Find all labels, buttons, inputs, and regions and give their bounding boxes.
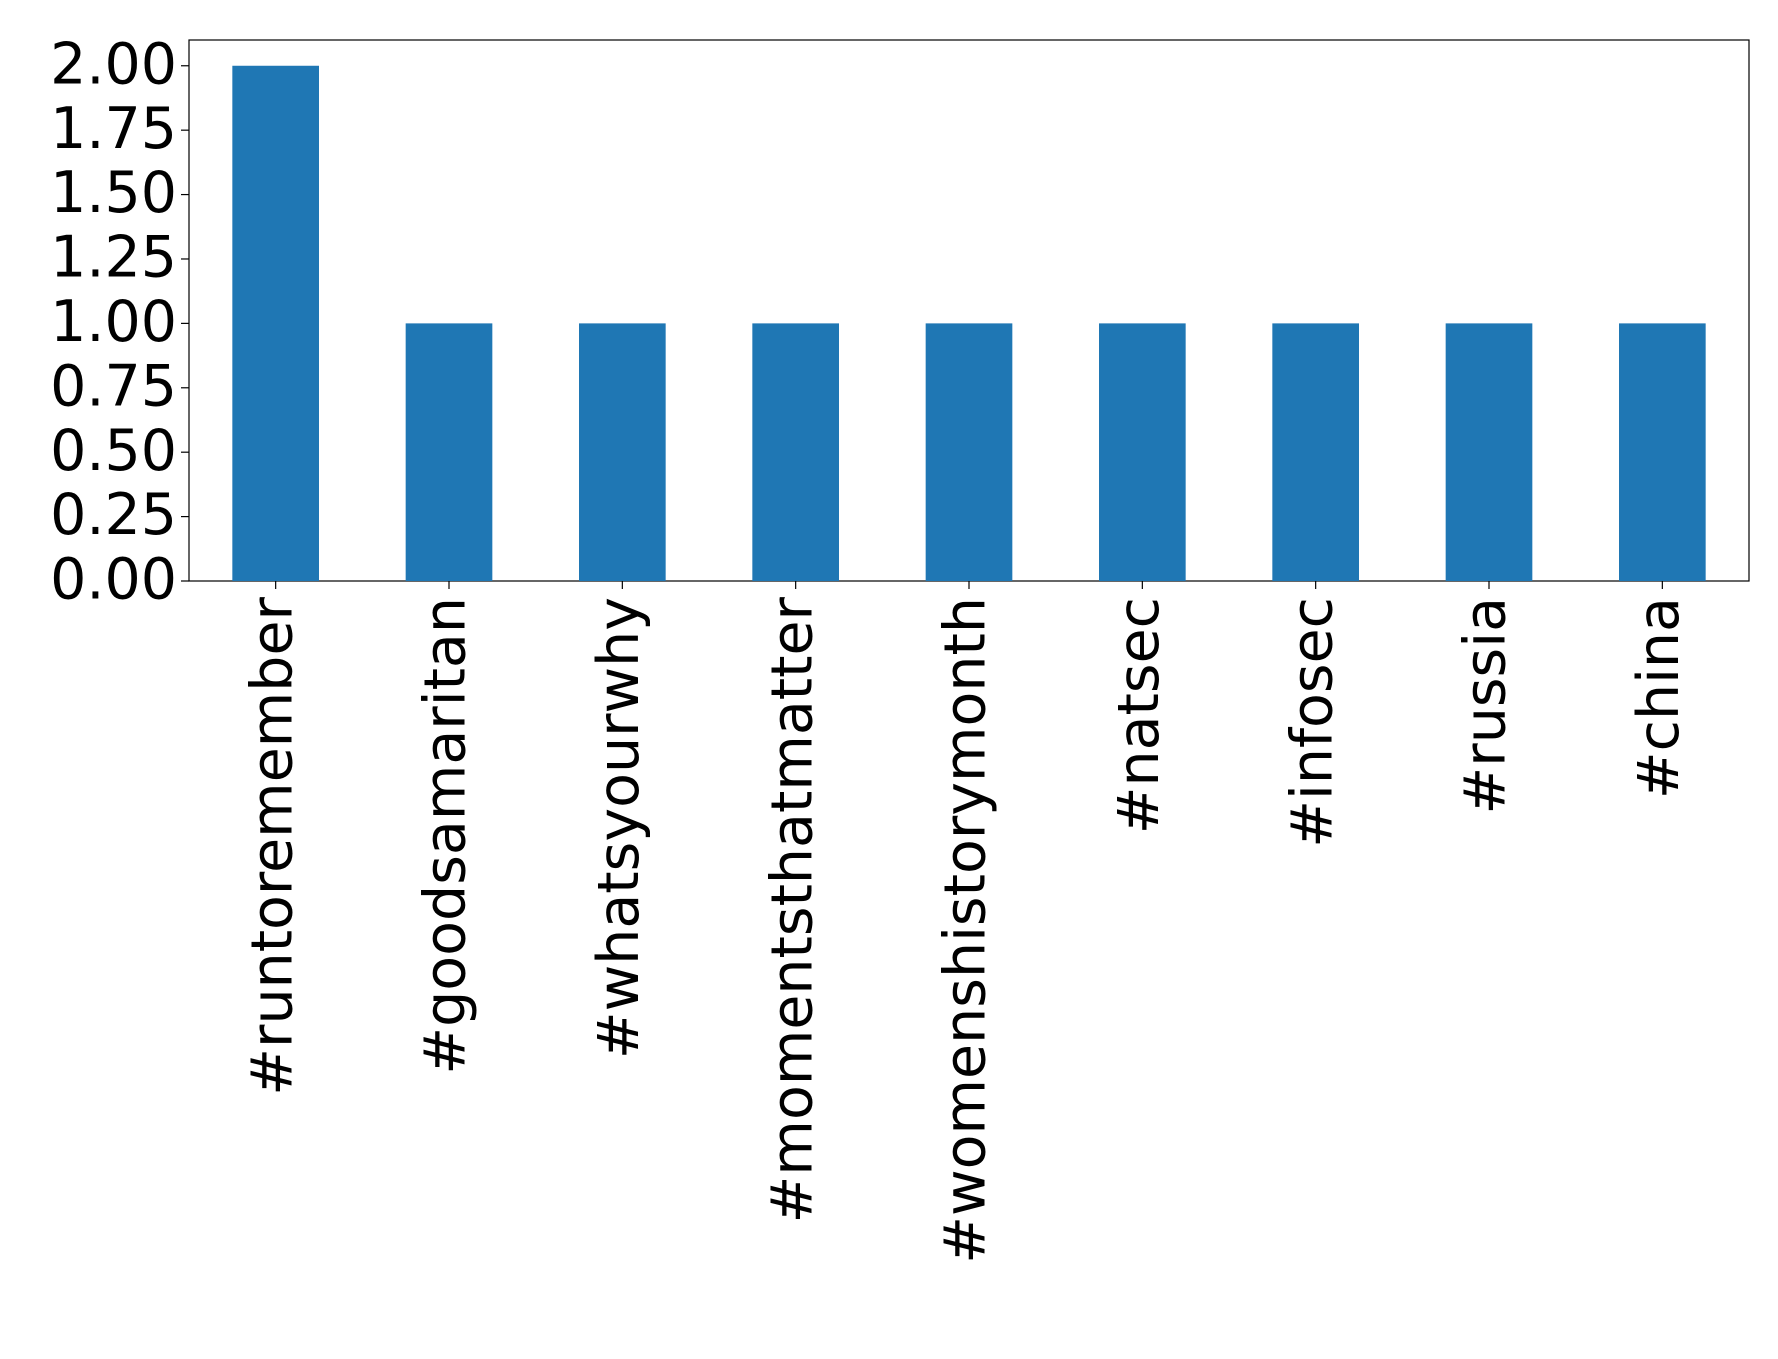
y-tick-label: 0.00	[50, 547, 177, 613]
x-tick-label: #infosec	[1279, 597, 1345, 848]
y-tick-label: 0.75	[50, 353, 177, 419]
bar	[405, 323, 493, 581]
bar	[1445, 323, 1533, 581]
x-tick-label: #china	[1626, 597, 1692, 799]
x-tick-label: #russia	[1453, 597, 1519, 814]
bar	[232, 65, 319, 581]
x-tick-label: #momentsthatmatter	[759, 596, 825, 1223]
x-tick-label: #natsec	[1106, 597, 1172, 834]
y-tick-label: 2.00	[50, 31, 177, 97]
bar	[925, 323, 1013, 581]
x-tick-label: #whatsyourwhy	[586, 597, 652, 1059]
bar	[579, 323, 666, 581]
x-tick-label: #goodsamaritan	[413, 597, 479, 1075]
y-tick-label: 1.00	[50, 289, 177, 355]
x-tick-label: #runtoremember	[239, 596, 305, 1095]
y-tick-label: 0.50	[50, 418, 177, 484]
y-tick-label: 1.25	[50, 225, 177, 291]
y-tick-label: 1.50	[50, 160, 177, 226]
bar	[1099, 323, 1186, 581]
bar	[1272, 323, 1359, 581]
bar	[1619, 323, 1706, 581]
x-tick-label: #womenshistorymonth	[933, 597, 999, 1264]
y-tick-label: 0.25	[50, 482, 177, 548]
bar	[752, 323, 839, 581]
y-tick-label: 1.75	[50, 96, 177, 162]
